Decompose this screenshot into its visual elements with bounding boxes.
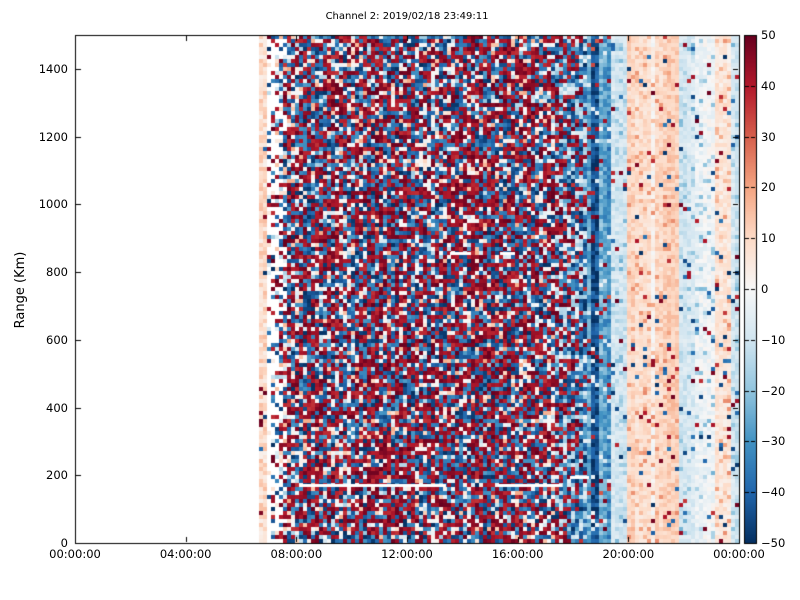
colorbar-tick-label: 40 bbox=[761, 78, 776, 93]
x-tick-label: 08:00:00 bbox=[270, 547, 323, 561]
y-tick-label: 1200 bbox=[38, 129, 68, 144]
colorbar-tick-label: 50 bbox=[761, 28, 776, 42]
y-tick-label: 1000 bbox=[38, 197, 68, 212]
x-tick-label: 00:00:00 bbox=[713, 547, 765, 561]
x-tick-label: 16:00:00 bbox=[491, 547, 544, 561]
colorbar-tick-label: −20 bbox=[761, 383, 786, 398]
colorbar-tick-label: 30 bbox=[761, 129, 776, 144]
y-tick-label: 800 bbox=[46, 265, 68, 280]
x-tick-label: 12:00:00 bbox=[381, 547, 433, 561]
colorbar-tick-label: −30 bbox=[761, 434, 786, 449]
y-axis-label: Range (Km) bbox=[13, 251, 28, 329]
colorbar-tick-label: 0 bbox=[761, 282, 769, 296]
y-tick-label: 1400 bbox=[38, 61, 68, 76]
chart-title: Channel 2: 2019/02/18 23:49:11 bbox=[325, 11, 489, 22]
colorbar-tick-label: 20 bbox=[761, 180, 776, 195]
y-tick-label: 0 bbox=[60, 536, 68, 550]
x-tick-label: 00:00:00 bbox=[49, 547, 101, 561]
y-tick-label: 400 bbox=[46, 400, 68, 415]
colorbar-tick-label: 10 bbox=[761, 231, 776, 246]
colorbar-tick-label: −50 bbox=[761, 536, 786, 550]
y-tick-label: 200 bbox=[46, 468, 68, 483]
x-tick-label: 20:00:00 bbox=[602, 547, 655, 561]
x-tick-label: 04:00:00 bbox=[159, 547, 212, 561]
colorbar-tick-label: −10 bbox=[761, 332, 786, 347]
y-tick-label: 600 bbox=[46, 332, 68, 347]
colorbar-tick-label: −40 bbox=[761, 485, 786, 500]
